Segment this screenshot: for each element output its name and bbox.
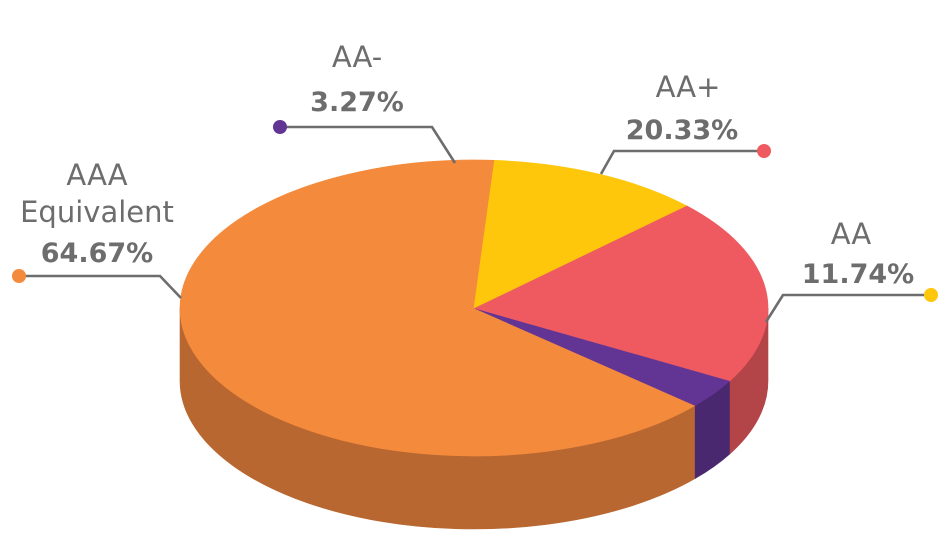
slice-label-aa: AA- [332, 40, 382, 74]
slice-value-aa: 20.33% [626, 115, 738, 146]
leader-dot-aa [757, 144, 771, 158]
slice-aaa-equivalent [179, 159, 696, 457]
slice-value-aa: 3.27% [310, 87, 404, 118]
slice-aa [473, 205, 769, 382]
slice-label-aa: AA [831, 217, 872, 251]
slice-value-aaa-equivalent: 64.67% [41, 238, 153, 269]
leader-dot-aa [924, 288, 938, 302]
slice-label-aaa-equivalent-line2: Equivalent [20, 195, 174, 229]
slice-label-aaa-equivalent-line1: AAA [66, 158, 127, 192]
pie-slices [179, 159, 769, 457]
pie-sides [179, 307, 769, 530]
leader-lines [12, 120, 938, 323]
slice-label-aa: AA+ [656, 70, 721, 104]
leader-line-aaa-equivalent [19, 274, 182, 299]
slice-value-aa: 11.74% [802, 259, 914, 290]
leader-line-aa [280, 125, 457, 164]
leader-dot-aa [273, 120, 287, 134]
slice-aa [473, 160, 688, 309]
leader-line-aa [599, 149, 764, 175]
leader-dot-aaa-equivalent [12, 269, 26, 283]
leader-line-aa [764, 293, 931, 323]
